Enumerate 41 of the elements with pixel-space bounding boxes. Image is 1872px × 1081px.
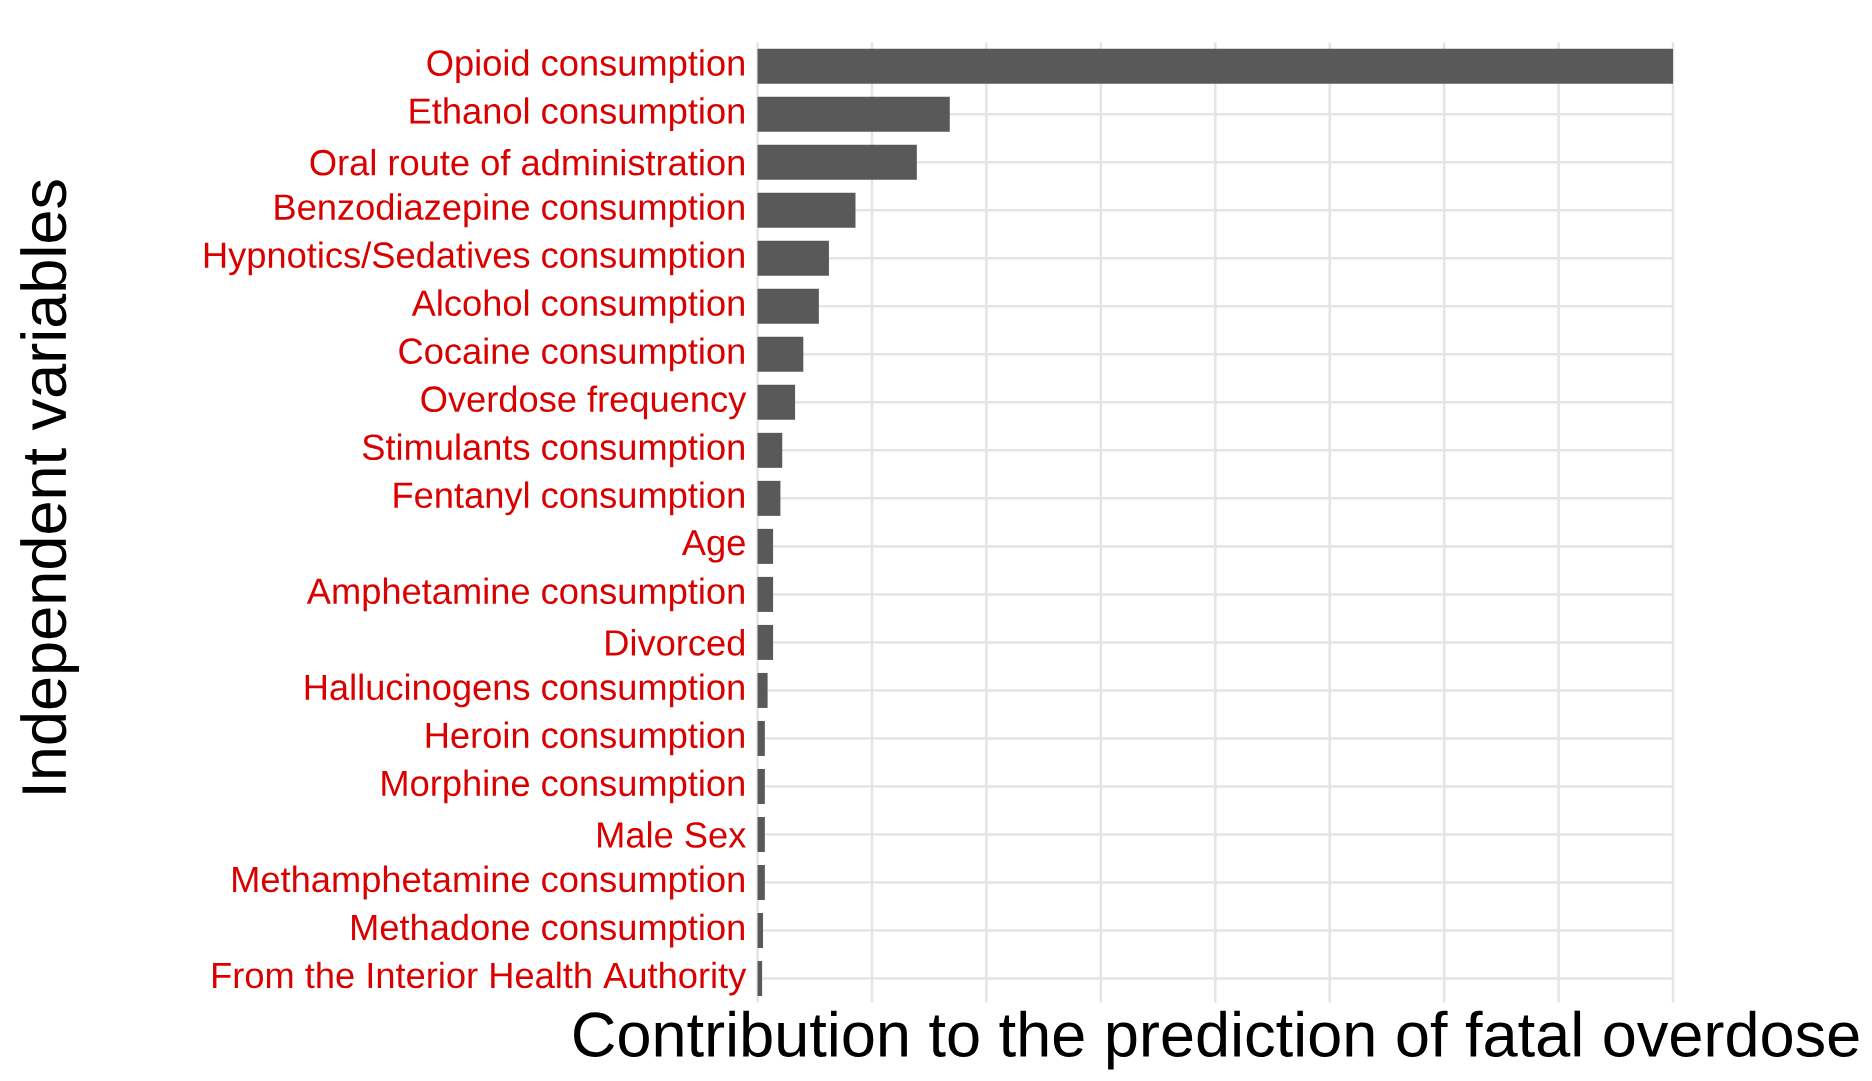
y-tick-label: Fentanyl consumption bbox=[394, 481, 744, 516]
y-tick-label: Heroin consumption bbox=[426, 721, 744, 756]
y-tick-label: Overdose frequency bbox=[421, 385, 747, 420]
bar bbox=[757, 48, 1674, 84]
bar bbox=[757, 240, 829, 276]
bar bbox=[757, 336, 804, 372]
y-tick-label: Ethanol consumption bbox=[410, 97, 744, 132]
y-tick-label: Morphine consumption bbox=[382, 769, 744, 804]
y-tick-label: Methadone consumption bbox=[352, 913, 744, 948]
y-tick-label: From the Interior Health Authority bbox=[213, 961, 747, 996]
y-tick-label: Male Sex bbox=[598, 821, 746, 848]
bar bbox=[757, 817, 765, 853]
bar bbox=[757, 673, 768, 709]
bar bbox=[757, 288, 819, 324]
bar bbox=[757, 192, 856, 228]
y-axis-title: Independent variables bbox=[20, 180, 79, 794]
bar bbox=[757, 481, 781, 517]
y-tick-label: Divorced bbox=[606, 629, 744, 656]
y-tick-label: Hallucinogens consumption bbox=[305, 673, 744, 708]
bar bbox=[757, 625, 774, 661]
bar bbox=[757, 433, 783, 469]
y-tick-label: Methamphetamine consumption bbox=[233, 865, 744, 900]
y-tick-label: Age bbox=[681, 530, 745, 563]
bar bbox=[757, 577, 774, 613]
y-tick-label: Oral route of administration bbox=[310, 149, 744, 176]
y-tick-label: Amphetamine consumption bbox=[306, 577, 744, 612]
bar bbox=[757, 96, 950, 132]
bar bbox=[757, 721, 765, 757]
y-tick-label: Opioid consumption bbox=[427, 49, 744, 84]
bar bbox=[757, 865, 765, 901]
y-tick-label: Stimulants consumption bbox=[362, 433, 744, 468]
y-tick-label: Cocaine consumption bbox=[399, 337, 744, 372]
bar bbox=[757, 769, 765, 805]
y-tick-label: Alcohol consumption bbox=[411, 289, 744, 324]
y-tick-label: Benzodiazepine consumption bbox=[275, 193, 744, 228]
bar bbox=[757, 385, 796, 421]
x-axis-title: Contribution to the prediction of fatal overdose bbox=[574, 1010, 1859, 1070]
bar bbox=[757, 913, 764, 949]
bar bbox=[757, 144, 917, 180]
bar bbox=[757, 529, 774, 565]
y-tick-label: Hypnotics/Sedatives consumption bbox=[204, 241, 744, 276]
